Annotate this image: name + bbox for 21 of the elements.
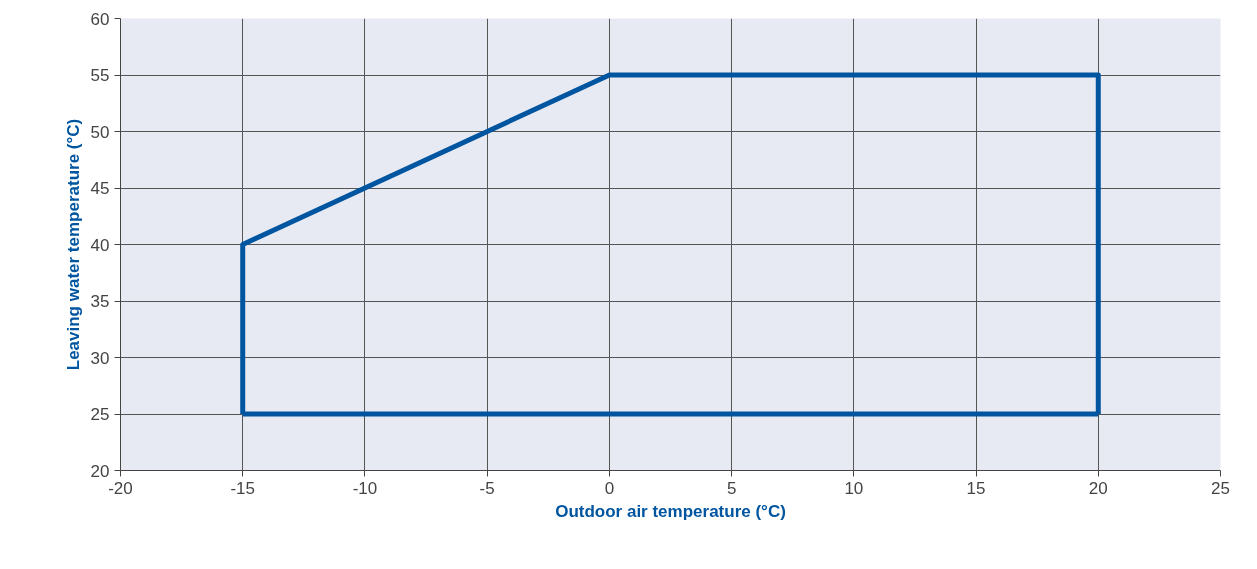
x-tick-label: -5 <box>479 478 495 498</box>
y-tick-label: 25 <box>90 405 110 424</box>
y-tick-label: 50 <box>90 122 110 142</box>
y-tick-label: 30 <box>90 348 110 368</box>
x-tick-label: 10 <box>844 478 864 498</box>
y-tick-label: 35 <box>90 292 110 311</box>
y-tick-label: 55 <box>90 66 110 85</box>
x-tick-label: 5 <box>726 478 737 498</box>
y-axis-title: Leaving water temperature (°C) <box>63 118 83 371</box>
x-tick-label: -10 <box>352 478 378 498</box>
x-tick-label: 25 <box>1211 478 1230 498</box>
x-tick-label: -15 <box>230 478 256 498</box>
x-tick-label: 20 <box>1088 478 1108 498</box>
x-tick-label: 0 <box>604 478 615 498</box>
y-tick-label: 20 <box>90 461 110 481</box>
y-tick-label: 45 <box>90 179 110 198</box>
y-tick-label: 40 <box>90 235 110 255</box>
x-tick-label: -20 <box>108 478 133 498</box>
x-tick-label: 15 <box>966 478 986 498</box>
y-tick-label: 60 <box>90 9 110 29</box>
x-axis-title: Outdoor air temperature (°C) <box>555 501 786 521</box>
